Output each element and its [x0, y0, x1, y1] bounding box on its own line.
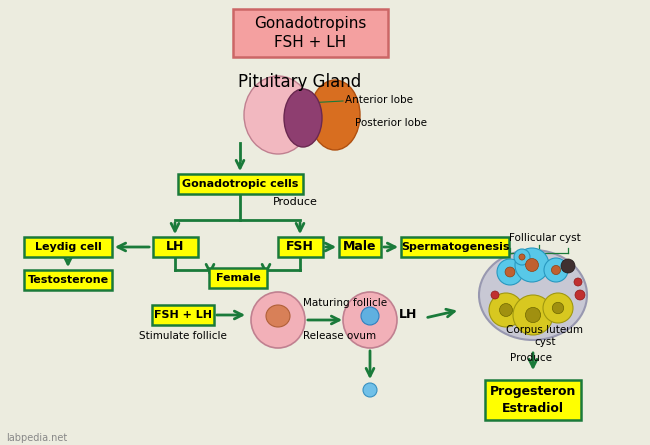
Ellipse shape	[479, 250, 587, 340]
Text: Maturing follicle: Maturing follicle	[303, 298, 387, 308]
FancyBboxPatch shape	[177, 174, 302, 194]
Text: FSH: FSH	[286, 240, 314, 254]
FancyBboxPatch shape	[278, 237, 322, 257]
Ellipse shape	[266, 305, 290, 327]
Text: Spermatogenesis: Spermatogenesis	[401, 242, 509, 252]
Text: Produce: Produce	[510, 353, 552, 363]
Circle shape	[513, 295, 553, 335]
Text: FSH + LH: FSH + LH	[154, 310, 212, 320]
Text: Release ovum: Release ovum	[303, 331, 376, 341]
Ellipse shape	[343, 292, 397, 348]
Circle shape	[519, 254, 525, 260]
Circle shape	[551, 265, 560, 275]
Circle shape	[525, 307, 541, 323]
Text: Gonadotropins
FSH + LH: Gonadotropins FSH + LH	[254, 16, 366, 50]
Text: Anterior lobe: Anterior lobe	[345, 95, 413, 105]
Text: Progesteron
Estradiol: Progesteron Estradiol	[490, 385, 576, 414]
Text: Pituitary Gland: Pituitary Gland	[239, 73, 361, 91]
Text: Posterior lobe: Posterior lobe	[355, 118, 427, 128]
Circle shape	[561, 259, 575, 273]
Circle shape	[574, 278, 582, 286]
Circle shape	[544, 258, 568, 282]
Text: Follicular cyst: Follicular cyst	[509, 233, 581, 243]
FancyBboxPatch shape	[24, 237, 112, 257]
Text: Gonadotropic cells: Gonadotropic cells	[182, 179, 298, 189]
Text: Female: Female	[216, 273, 261, 283]
Circle shape	[497, 259, 523, 285]
Text: Leydig cell: Leydig cell	[34, 242, 101, 252]
Circle shape	[543, 293, 573, 323]
Text: Corpus luteum
cyst: Corpus luteum cyst	[506, 325, 584, 347]
Text: LH: LH	[399, 308, 417, 321]
FancyBboxPatch shape	[153, 237, 198, 257]
Text: LH: LH	[166, 240, 184, 254]
Text: labpedia.net: labpedia.net	[6, 433, 67, 443]
FancyBboxPatch shape	[401, 237, 509, 257]
FancyBboxPatch shape	[339, 237, 381, 257]
Text: Produce: Produce	[273, 197, 318, 207]
Circle shape	[575, 290, 585, 300]
Circle shape	[552, 302, 564, 314]
Circle shape	[491, 291, 499, 299]
Circle shape	[500, 303, 512, 316]
Ellipse shape	[310, 80, 360, 150]
Circle shape	[515, 248, 549, 282]
Circle shape	[505, 267, 515, 277]
Circle shape	[361, 307, 379, 325]
Circle shape	[489, 293, 523, 327]
Ellipse shape	[284, 89, 322, 147]
FancyBboxPatch shape	[485, 380, 581, 420]
FancyBboxPatch shape	[209, 268, 267, 288]
FancyBboxPatch shape	[233, 9, 387, 57]
Circle shape	[363, 383, 377, 397]
Text: Male: Male	[343, 240, 377, 254]
FancyBboxPatch shape	[24, 270, 112, 290]
FancyBboxPatch shape	[152, 305, 214, 325]
Text: Stimulate follicle: Stimulate follicle	[139, 331, 227, 341]
Circle shape	[526, 259, 538, 271]
Text: Testosterone: Testosterone	[27, 275, 109, 285]
Ellipse shape	[244, 76, 312, 154]
Circle shape	[514, 249, 530, 265]
Ellipse shape	[251, 292, 305, 348]
